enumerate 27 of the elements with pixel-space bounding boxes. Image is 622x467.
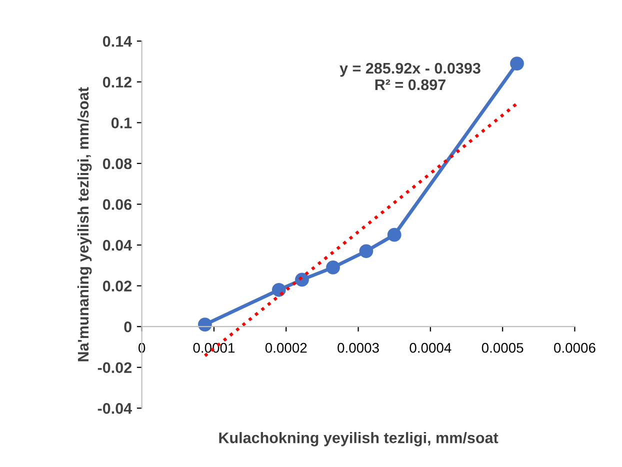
y-tick-label: 0.12	[102, 76, 132, 88]
y-tick-label: 0.08	[102, 158, 132, 170]
point	[326, 260, 340, 274]
annotation: y = 285.92x - 0.0393 R² = 0.897	[340, 62, 480, 90]
y-axis-title: Na'munaning yeyilish tezligi, mm/soat	[77, 87, 92, 362]
x-tick-label: 0	[138, 342, 146, 353]
point	[359, 244, 374, 258]
y-tick-label: -0.02	[98, 362, 132, 374]
y-tick-label: 0.14	[102, 36, 132, 47]
x-tick-label: 0.0003	[338, 342, 379, 353]
x-tick-label: 0.0002	[265, 342, 307, 353]
x-tick-label: 0.0006	[554, 342, 596, 353]
y-tick-label: 0.1	[111, 118, 132, 128]
x-tick-label: 0.0004	[410, 342, 452, 353]
y-tick-label: 0.04	[102, 240, 132, 251]
point	[272, 282, 286, 297]
x-tick-label: 0.0001	[193, 342, 235, 353]
x-tick-label: 0.0005	[482, 342, 524, 353]
y-tick-label: 0	[124, 321, 132, 332]
point	[387, 228, 402, 242]
y-tick-label: -0.04	[98, 403, 132, 414]
point	[295, 272, 309, 287]
y-tick-label: 0.06	[102, 199, 132, 210]
x-axis-title: Kulachokning yeyilish tezligi, mm/soat	[219, 432, 498, 446]
point	[198, 318, 212, 332]
point	[510, 56, 524, 70]
y-tick-label: 0.02	[102, 280, 132, 292]
